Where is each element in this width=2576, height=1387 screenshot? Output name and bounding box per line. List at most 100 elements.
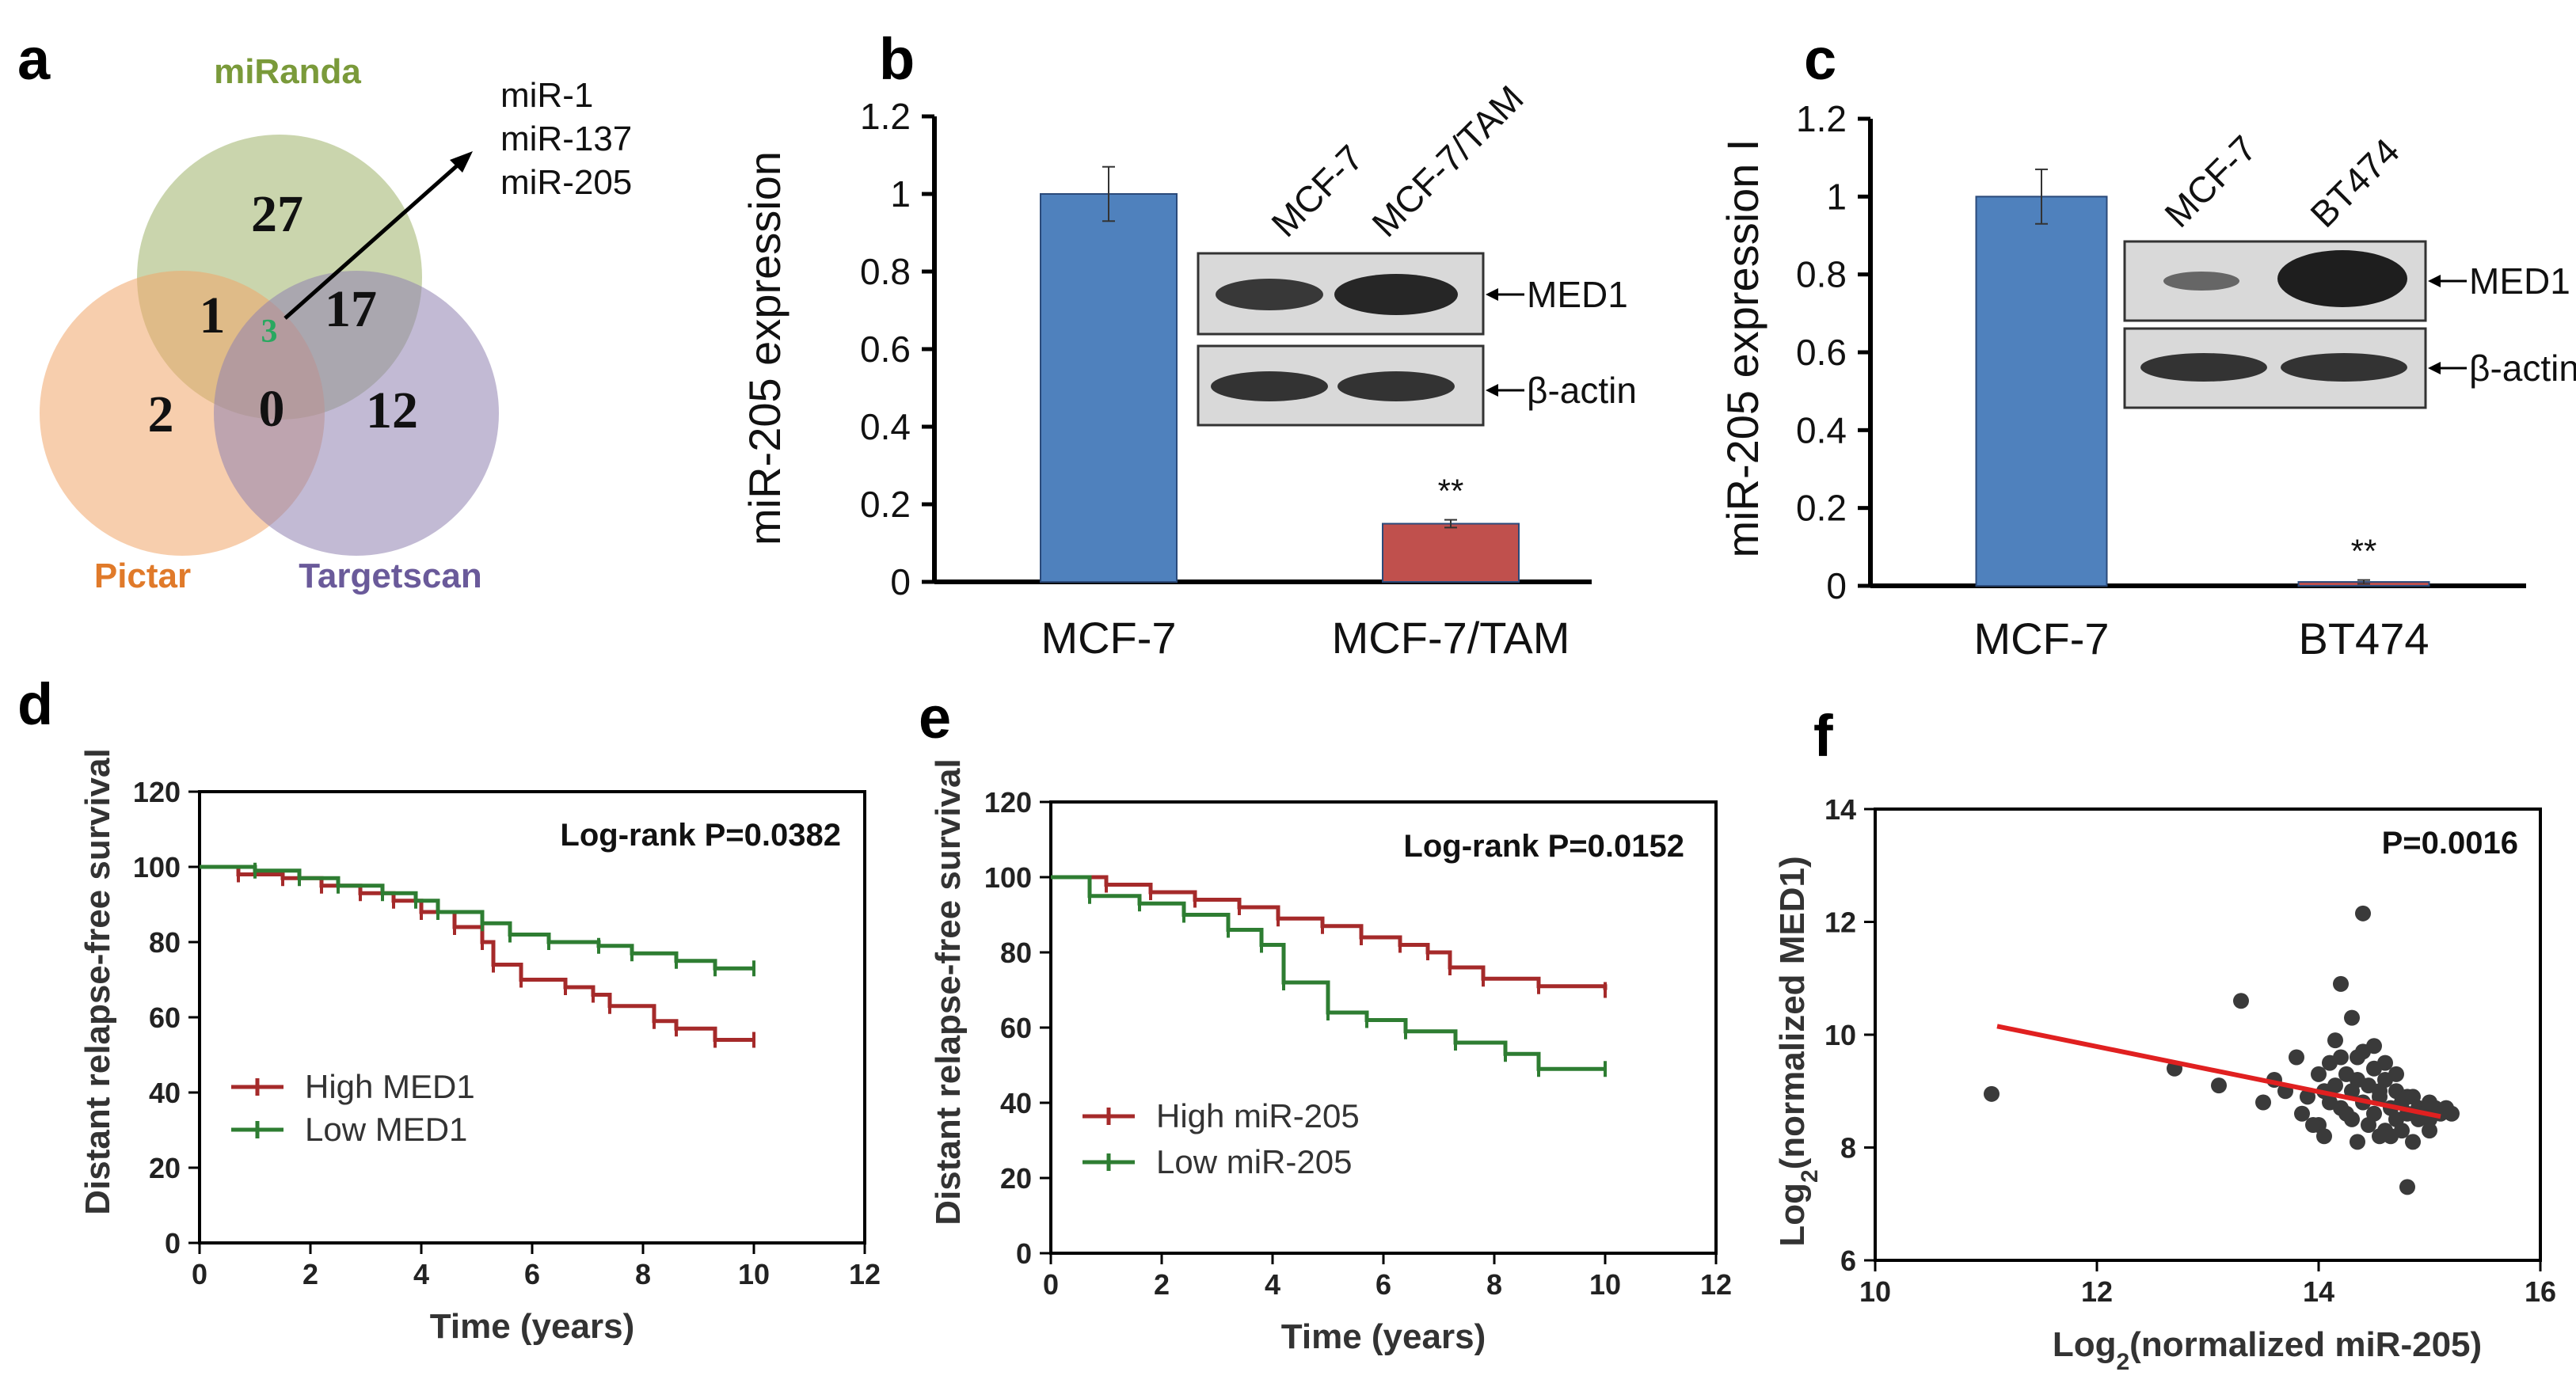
c-ytick-label: 0 [1826,565,1847,606]
panel-b-blot-med1-band-2 [1334,274,1458,315]
c-ytick-label: 0.4 [1796,409,1847,450]
d-ytick-label: 20 [149,1152,181,1184]
b-ytick-label: 0.6 [860,329,911,370]
f-xtick-label: 12 [2081,1275,2113,1308]
venn-title-miranda: miRanda [214,52,361,91]
panel-e-plot-frame [1049,800,1718,1255]
e-xtick-label: 12 [1700,1268,1732,1301]
d-xtick-label: 6 [524,1258,540,1290]
panel-c-ylabel: miR-205 expression I [1718,139,1767,557]
panel-d-plot-frame [198,790,866,1244]
venn-count-pictar-only: 2 [148,386,174,443]
panel-b-arrowhead-med1 [1486,288,1498,301]
f-xtick-label: 10 [1859,1275,1891,1308]
d-xtick-label: 2 [302,1258,318,1290]
panel-c-blot-lane-1: MCF-7 [2156,127,2264,235]
e-ytick-label: 120 [984,786,1032,819]
e-ytick-label: 60 [1000,1012,1032,1044]
c-ytick-label: 1.2 [1796,98,1847,139]
f-point [2388,1066,2404,1082]
f-point [2444,1105,2460,1122]
panel-c-letter: c [1804,26,1836,92]
f-point [2294,1105,2310,1122]
d-ytick-label: 60 [149,1001,181,1034]
b-ytick-label: 0.8 [860,251,911,292]
c-ytick-label: 0.6 [1796,332,1847,373]
venn-count-all-three: 3 [261,314,278,350]
venn-count-targetscan-only: 12 [366,382,418,439]
f-point [2350,1049,2365,1066]
c-ytick-label: 0.8 [1796,254,1847,295]
f-ytick-label: 6 [1840,1244,1856,1277]
panel-f-pvalue: P=0.0016 [2382,826,2518,861]
f-point [2327,1032,2343,1049]
panel-b: b miR-205 expression 0 0.2 0.4 0.6 0.8 1 1.2 *… [740,26,1637,663]
panel-b-letter: b [879,26,915,92]
panel-d: d Distant relapse-free survival Time (ye… [17,671,881,1346]
f-point [2311,1066,2327,1082]
d-xtick-label: 8 [635,1258,651,1290]
panel-b-blot-row-actin: β-actin [1527,370,1637,411]
panel-e: e Distant relapse-free survival Time (ye… [919,685,1732,1356]
panel-e-legend-low: Low miR-205 [1156,1143,1352,1180]
b-ytick-label: 1 [890,173,911,215]
panel-d-letter: d [17,671,53,737]
e-ytick-label: 0 [1016,1237,1032,1270]
panel-b-blot-lane-1: MCF-7 [1263,137,1371,245]
f-xtick-label: 14 [2303,1275,2334,1308]
venn-count-miranda-only: 27 [251,185,303,243]
e-xtick-label: 4 [1265,1268,1280,1301]
b-ytick-label: 1.2 [860,96,911,137]
panel-c-blot-actin-band-2 [2281,353,2407,382]
panel-c-category-1: MCF-7 [1973,614,2109,663]
panel-b-blot-row-med1: MED1 [1527,274,1628,315]
d-ytick-label: 40 [149,1077,181,1109]
panel-e-letter: e [919,685,951,750]
panel-b-blot-actin-band-1 [1211,371,1328,401]
f-point [2372,1128,2388,1145]
venn-count-pictar-targetscan: 0 [259,380,285,438]
f-point [2255,1094,2271,1111]
venn-title-pictar: Pictar [94,557,191,595]
d-ytick-label: 120 [133,776,181,808]
f-point [2422,1123,2437,1139]
b-bar-2 [1382,522,1520,583]
f-point [2399,1089,2415,1105]
venn-circle-targetscan [214,271,499,556]
panel-c-significance: ** [2351,533,2377,570]
panel-d-ylabel: Distant relapse-free survival [78,748,117,1214]
panel-d-xlabel: Time (years) [430,1307,634,1346]
e-xtick-label: 10 [1589,1268,1621,1301]
panel-f: f Log2(normalized MED1) Log2(normalized … [1773,703,2556,1375]
f-point [2338,1105,2354,1122]
panel-d-logrank: Log-rank P=0.0382 [560,818,841,853]
f-point [2333,1049,2349,1066]
panel-a: a miRanda Pictar Targetscan 27 2 12 1 17… [17,26,632,595]
venn-count-miranda-targetscan: 17 [325,280,377,338]
f-ytick-label: 8 [1840,1132,1856,1165]
f-point [2355,905,2371,922]
panel-c: c miR-205 expression I 0 0.2 0.4 0.6 0.8 1 1.2… [1718,26,2576,663]
e-ytick-label: 100 [984,861,1032,894]
panel-f-ylabel: Log2(normalized MED1) [1773,856,1823,1246]
panel-c-blot-lane-2: BT474 [2302,130,2407,235]
panel-c-blot-row-actin: β-actin [2469,348,2576,389]
e-xtick-label: 2 [1154,1268,1170,1301]
f-point [2405,1134,2421,1150]
panel-c-blot-med1-band-2 [2277,250,2407,307]
f-ytick-label: 12 [1825,906,1856,939]
d-xtick-label: 10 [738,1258,770,1290]
d-ytick-label: 80 [149,926,181,959]
f-point [2305,1117,2321,1133]
f-point [2327,1077,2343,1094]
panel-c-category-2: BT474 [2299,614,2430,663]
f-point [2316,1128,2332,1145]
d-xtick-label: 12 [849,1258,881,1290]
b-ytick-label: 0 [890,561,911,602]
e-ytick-label: 80 [1000,937,1032,969]
panel-c-blot-actin-band-1 [2140,353,2267,382]
callout-arrow-line [283,161,462,320]
b-bar-1 [1040,193,1178,583]
panel-c-blot-row-med1: MED1 [2469,260,2570,302]
